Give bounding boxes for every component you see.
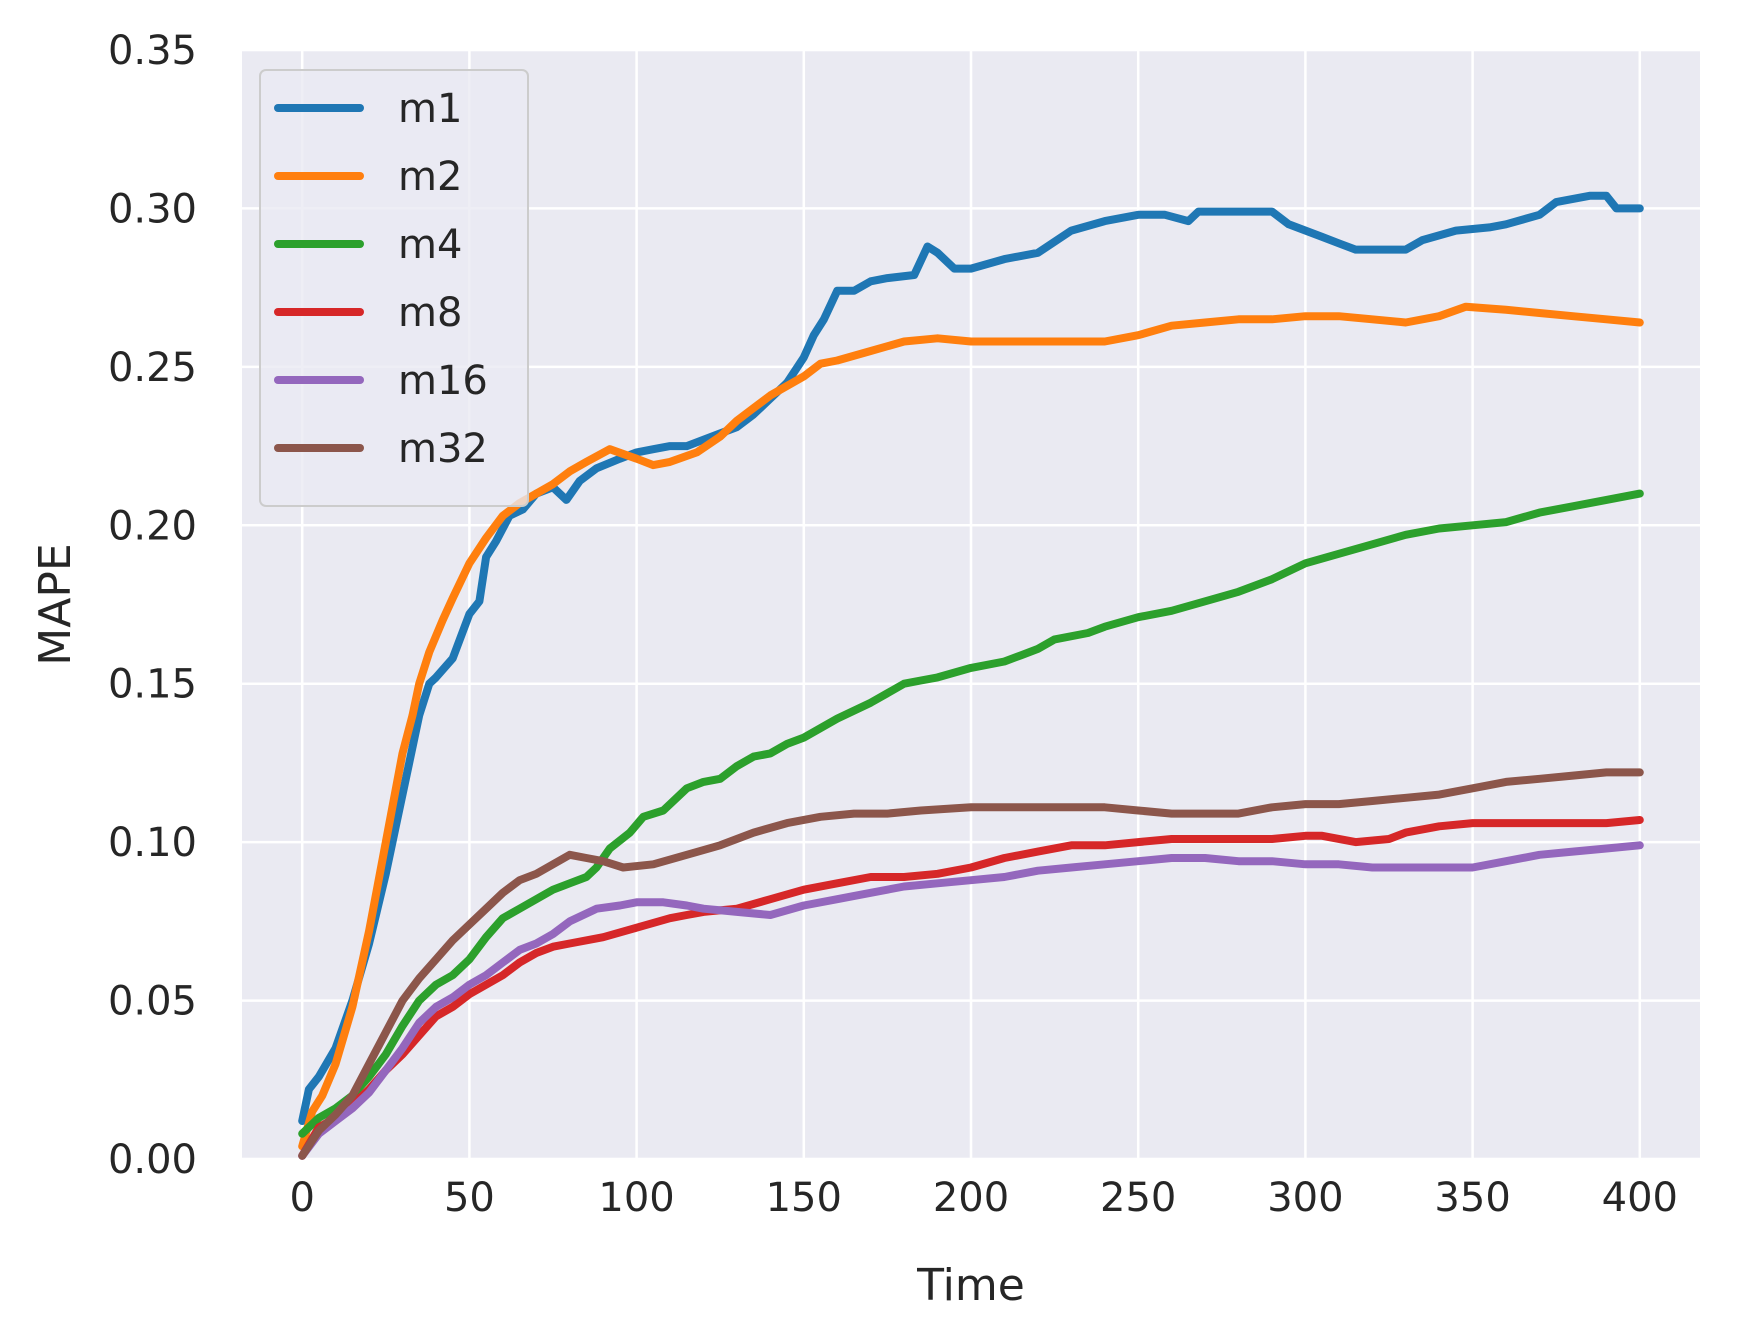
x-tick-label: 50 (444, 1175, 495, 1221)
series-line-m1 (298, 191, 1644, 1125)
series-line-m4 (298, 489, 1644, 1138)
legend-label: m16 (398, 358, 488, 404)
series-line-m2 (298, 302, 1644, 1151)
y-tick-label: 0.20 (108, 503, 197, 549)
legend-label: m32 (398, 426, 488, 472)
y-tick-label: 0.00 (108, 1137, 197, 1183)
x-tick-label: 350 (1434, 1175, 1510, 1221)
y-tick-label: 0.05 (108, 979, 197, 1025)
x-tick-label: 100 (598, 1175, 674, 1221)
x-axis-label: Time (916, 1260, 1025, 1311)
series-line-m32 (298, 768, 1644, 1160)
x-tick-label: 400 (1602, 1175, 1678, 1221)
legend-label: m8 (398, 290, 462, 336)
y-axis-ticks: 0.00 0.05 0.10 0.15 0.20 0.25 0.30 0.35 (108, 28, 197, 1183)
legend-label: m4 (398, 222, 462, 268)
y-tick-label: 0.35 (108, 28, 197, 74)
y-tick-label: 0.10 (108, 820, 197, 866)
y-tick-label: 0.30 (108, 186, 197, 232)
y-tick-label: 0.15 (108, 662, 197, 708)
series-lines (298, 191, 1644, 1160)
legend: m1 m2 m4 m8 m16 m32 (259, 69, 529, 507)
x-tick-label: 150 (766, 1175, 842, 1221)
legend-label: m2 (398, 154, 462, 200)
x-tick-label: 250 (1100, 1175, 1176, 1221)
x-tick-label: 300 (1267, 1175, 1343, 1221)
y-tick-label: 0.25 (108, 345, 197, 391)
x-tick-label: 200 (933, 1175, 1009, 1221)
series-line-m16 (298, 841, 1644, 1160)
x-tick-label: 0 (289, 1175, 314, 1221)
grid-lines (242, 48, 1700, 1161)
x-axis-ticks: 0 50 100 150 200 250 300 350 400 (289, 1175, 1678, 1221)
legend-label: m1 (398, 86, 462, 132)
series-line-m8 (298, 816, 1644, 1160)
y-axis-label: MAPE (30, 543, 81, 665)
